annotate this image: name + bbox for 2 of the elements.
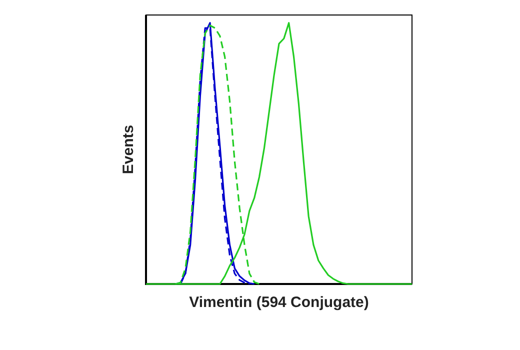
- y-axis-title: Events: [120, 124, 138, 174]
- x-axis-title: Vimentin (594 Conjugate): [189, 294, 369, 312]
